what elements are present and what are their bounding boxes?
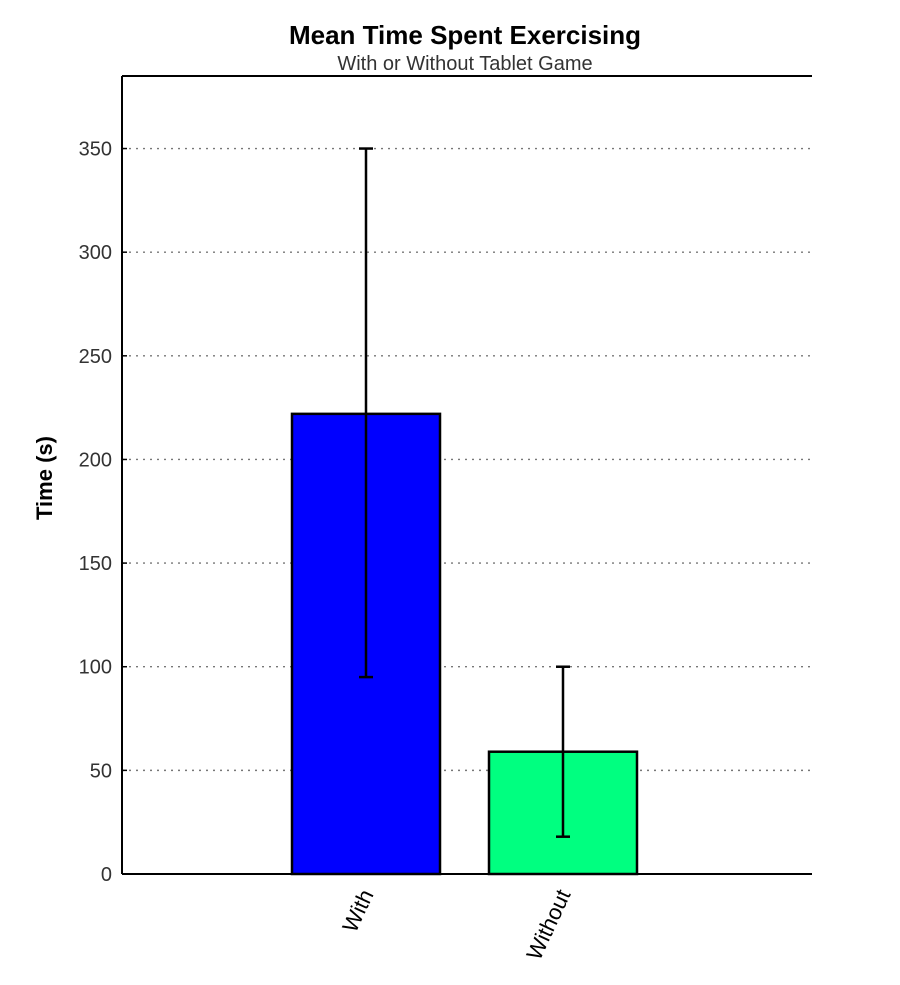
y-tick-label: 300 <box>79 242 112 264</box>
bars <box>290 412 639 876</box>
x-category-label: With <box>337 886 378 936</box>
y-tick-label: 150 <box>79 553 112 575</box>
y-tick-label: 0 <box>101 864 112 886</box>
gridlines <box>122 147 812 772</box>
y-ticks: 0 50 100 150 200 250 300 350 <box>79 139 127 886</box>
y-tick-label: 200 <box>79 449 112 471</box>
chart-title: Mean Time Spent Exercising <box>289 20 641 50</box>
y-tick-label: 250 <box>79 346 112 368</box>
chart-subtitle: With or Without Tablet Game <box>337 53 592 75</box>
x-categories: With Without <box>337 886 575 964</box>
y-axis-label: Time (s) <box>32 436 57 520</box>
y-tick-label: 350 <box>79 139 112 161</box>
x-category-label: Without <box>521 886 575 964</box>
error-bars <box>359 147 570 838</box>
y-tick-label: 100 <box>79 657 112 679</box>
y-tick-label: 50 <box>90 760 112 782</box>
axes <box>121 75 812 875</box>
